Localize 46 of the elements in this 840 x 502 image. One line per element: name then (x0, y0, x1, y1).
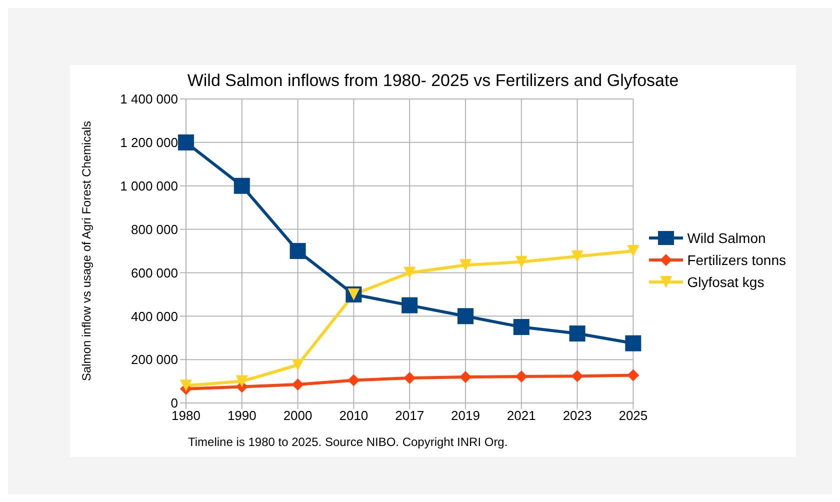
y-tick-label: 200 000 (131, 352, 178, 368)
point (236, 375, 248, 388)
point (180, 380, 192, 392)
point (348, 374, 360, 386)
point (459, 259, 472, 272)
legend-label: Glyfosat kgs (687, 274, 764, 290)
x-tick-label: 1990 (227, 408, 256, 424)
x-tick-label: 2010 (339, 408, 368, 424)
point (290, 243, 306, 259)
x-tick-label: 1980 (172, 408, 200, 424)
legend-label: Wild Salmon (687, 230, 766, 246)
y-tick-label: 1 200 000 (120, 135, 178, 150)
y-tick-label: 600 000 (131, 265, 178, 280)
point (178, 134, 194, 150)
legend-label: Fertilizers tonns (687, 252, 786, 268)
point (627, 369, 640, 382)
text: Timeline is 1980 to 2025. Source NIBO. Copyright INRI Org. (188, 435, 508, 449)
point (515, 256, 528, 268)
point (404, 372, 416, 384)
point (571, 250, 584, 262)
point (571, 370, 584, 382)
point (459, 370, 472, 383)
point (234, 178, 250, 194)
y-tick-label: 0 (170, 396, 178, 411)
x-tick-label: 2021 (506, 408, 536, 424)
point (457, 308, 474, 324)
point (404, 266, 416, 279)
x-tick-label: 2017 (395, 408, 424, 424)
x-tick-label: 2019 (451, 408, 480, 424)
point (292, 378, 304, 391)
chart-title: Wild Salmon inflows from 1980- 2025 vs Fertilizers and Glyfosate (186, 71, 680, 91)
y-axis-title: Salmon inflow vs usage of Agri Forest Chemicals (79, 120, 94, 382)
y-tick-label: 1 400 000 (120, 92, 178, 107)
x-tick-label: 2025 (618, 408, 648, 424)
y-tick-label: 1 000 000 (120, 178, 178, 194)
point (292, 359, 304, 371)
point (515, 370, 528, 383)
x-tick-label: 2000 (283, 408, 312, 424)
point (402, 297, 418, 314)
point (513, 319, 530, 335)
point (627, 245, 640, 257)
point (625, 335, 642, 352)
y-tick-label: 400 000 (131, 308, 178, 324)
point (569, 326, 586, 342)
x-tick-label: 2023 (562, 408, 592, 424)
y-tick-label: 800 000 (131, 222, 178, 237)
